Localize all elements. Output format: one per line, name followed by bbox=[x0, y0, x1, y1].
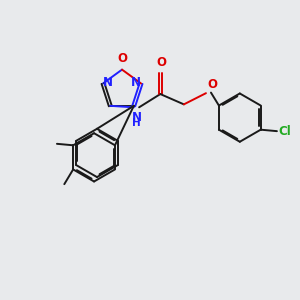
Text: N: N bbox=[132, 111, 142, 124]
Text: N: N bbox=[103, 76, 113, 89]
Text: O: O bbox=[207, 78, 218, 91]
Text: N: N bbox=[131, 76, 141, 89]
Text: Cl: Cl bbox=[279, 125, 291, 138]
Text: O: O bbox=[156, 56, 166, 69]
Text: O: O bbox=[118, 52, 128, 64]
Text: H: H bbox=[132, 118, 141, 128]
